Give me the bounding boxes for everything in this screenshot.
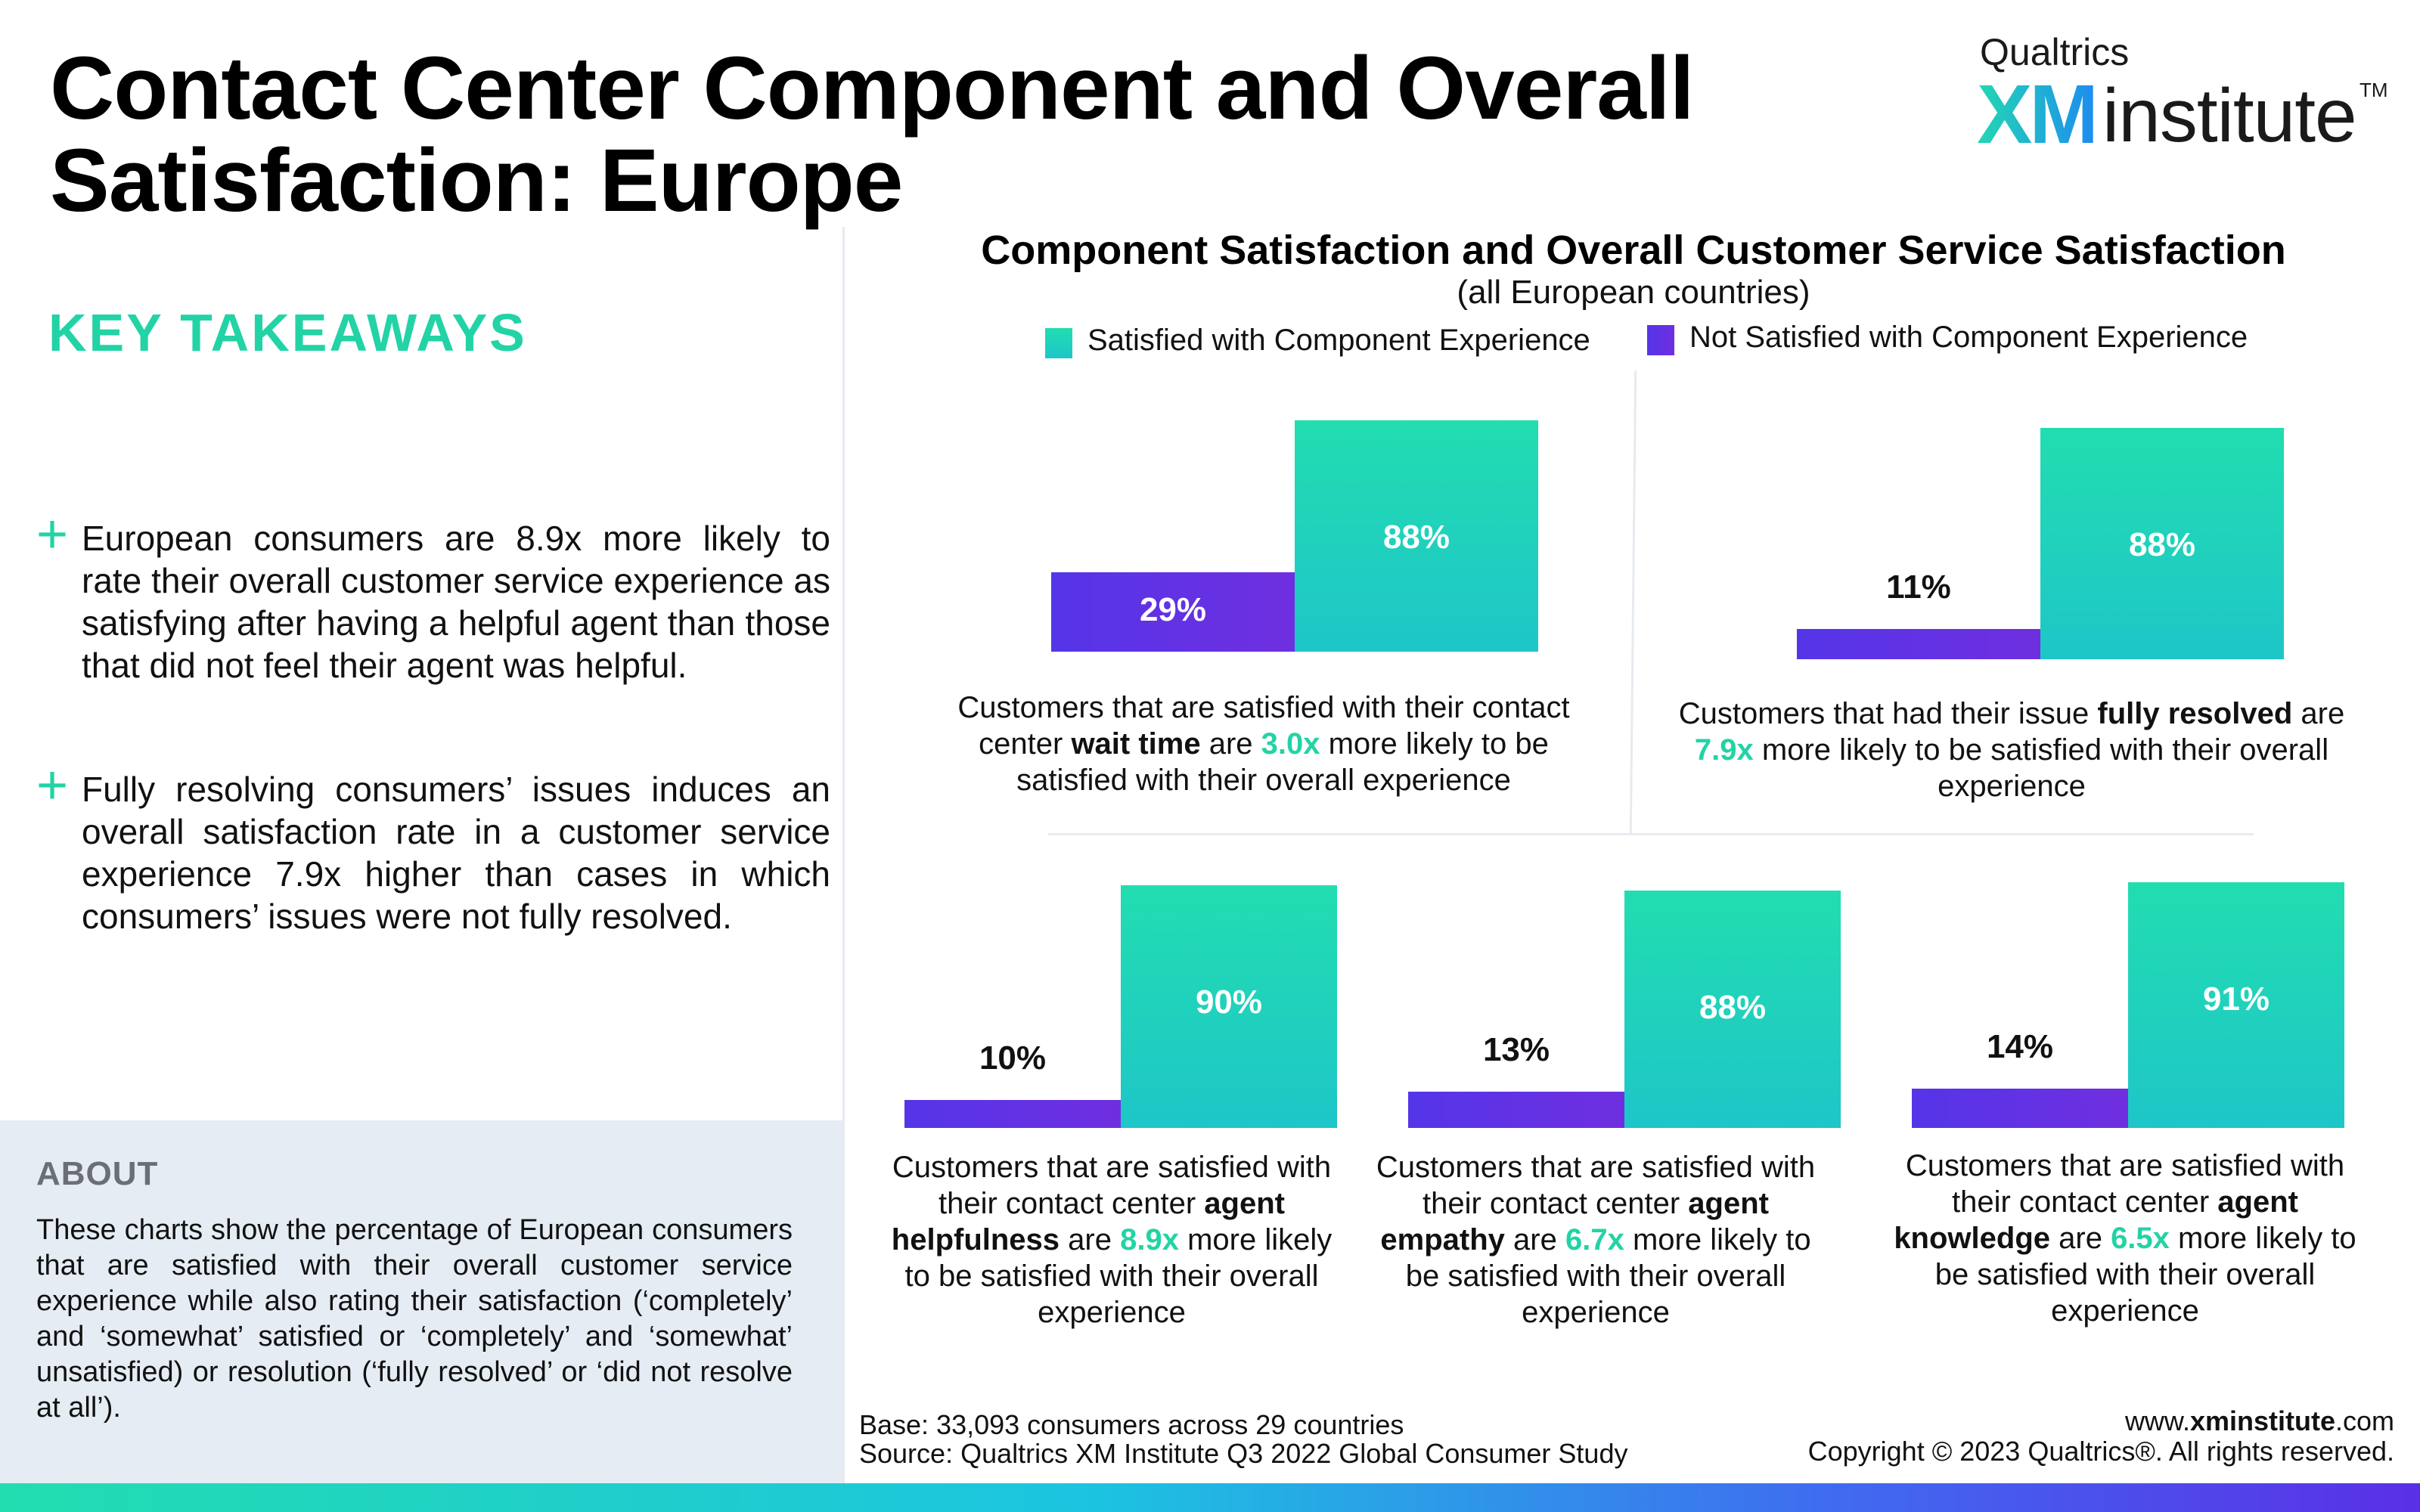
legend-label-satisfied: Satisfied with Component Experience xyxy=(1087,324,1590,357)
footer-credits: www.xminstitute.com Copyright © 2023 Qua… xyxy=(1808,1406,2394,1467)
bar-label-satisfied-1: 88% xyxy=(1382,519,1450,556)
legend-swatch-not-satisfied xyxy=(1647,325,1674,355)
bar-label-satisfied-3: 90% xyxy=(1195,983,1263,1021)
chart-title: Component Satisfaction and Overall Custo… xyxy=(981,228,2286,273)
about-heading: ABOUT xyxy=(36,1155,159,1192)
bar-not-satisfied-5 xyxy=(1912,1088,2128,1128)
bar-not-satisfied-2 xyxy=(1797,629,2040,659)
footer-notes: Base: 33,093 consumers across 29 countri… xyxy=(859,1411,1627,1468)
bar-label-satisfied-2: 88% xyxy=(2128,526,2196,564)
panel-caption-2: Customers that had their issue fully res… xyxy=(1678,697,2345,803)
plus-icon: + xyxy=(36,504,69,565)
bar-not-satisfied-3 xyxy=(904,1099,1121,1128)
bar-label-satisfied-4: 88% xyxy=(1699,988,1767,1026)
bar-label-not-satisfied-1: 29% xyxy=(1139,590,1207,628)
footer-website[interactable]: www.xminstitute.com xyxy=(2124,1405,2394,1436)
footer-source: Source: Qualtrics XM Institute Q3 2022 G… xyxy=(859,1438,1628,1469)
plus-icon: + xyxy=(36,755,69,816)
bar-label-satisfied-5: 91% xyxy=(2202,981,2270,1018)
bar-label-not-satisfied-4: 13% xyxy=(1482,1030,1550,1068)
bar-label-not-satisfied-3: 10% xyxy=(979,1039,1047,1077)
panel-divider-horizontal xyxy=(1048,833,2254,835)
logo-qualtrics-text: Qualtrics xyxy=(1980,31,2130,73)
legend-label-not-satisfied: Not Satisfied with Component Experience xyxy=(1689,321,2248,354)
bar-satisfied-3 xyxy=(1121,885,1337,1128)
legend-swatch-satisfied xyxy=(1045,328,1072,358)
panel-divider-vertical xyxy=(1629,370,1637,835)
chart-subtitle: (all European countries) xyxy=(1457,274,1810,311)
panel-caption-3: Customers that are satisfied with their … xyxy=(891,1151,1333,1329)
takeaway-text-1: European consumers are 8.9x more likely … xyxy=(82,519,830,685)
bar-label-not-satisfied-2: 11% xyxy=(1886,569,1951,606)
bar-label-not-satisfied-5: 14% xyxy=(1986,1027,2054,1065)
bar-not-satisfied-4 xyxy=(1408,1091,1624,1128)
bar-satisfied-5 xyxy=(2128,882,2344,1128)
bar-satisfied-1 xyxy=(1295,420,1538,652)
panel-caption-5: Customers that are satisfied with their … xyxy=(1894,1149,2356,1328)
about-panel: ABOUT These charts show the percentage o… xyxy=(0,1120,842,1483)
takeaway-text-2: Fully resolving consumers’ issues induce… xyxy=(82,770,830,936)
logo-tm-text: TM xyxy=(2360,79,2388,101)
logo-institute-text: institute xyxy=(2102,73,2357,158)
page-title: Contact Center Component and Overall Sat… xyxy=(50,42,1714,227)
column-divider xyxy=(842,227,845,1497)
page-title-line-1: Contact Center Component and Overall xyxy=(50,39,1695,138)
footer-copyright: Copyright © 2023 Qualtrics®. All rights … xyxy=(1807,1436,2394,1467)
bar-satisfied-2 xyxy=(2040,428,2284,659)
panel-caption-4: Customers that are satisfied with their … xyxy=(1376,1151,1816,1329)
panel-caption-1: Customers that are satisfied with their … xyxy=(957,691,1570,797)
bottom-gradient-strip xyxy=(0,1483,2420,1512)
qualtrics-xm-institute-logo: Qualtrics XM institute TM xyxy=(1966,30,2390,161)
bar-not-satisfied-1 xyxy=(1051,572,1295,652)
key-takeaways-heading: KEY TAKEAWAYS xyxy=(48,303,527,362)
about-text: These charts show the percentage of Euro… xyxy=(36,1214,793,1424)
footer-base: Base: 33,093 consumers across 29 countri… xyxy=(859,1409,1404,1440)
page-title-line-2: Satisfaction: Europe xyxy=(50,131,903,231)
bar-satisfied-4 xyxy=(1624,890,1841,1128)
logo-xm-text: XM xyxy=(1977,68,2099,161)
